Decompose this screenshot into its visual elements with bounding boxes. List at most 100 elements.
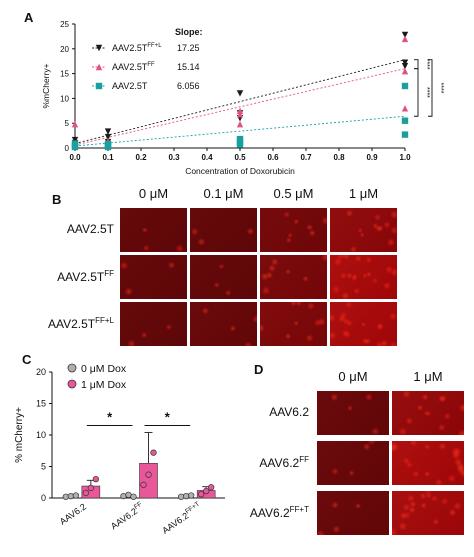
- x-tick-label: 0.6: [267, 153, 279, 162]
- legend-slope-1: 15.14: [177, 62, 200, 72]
- y-tick-label: 5: [41, 462, 46, 472]
- y-tick-label: 10: [36, 430, 46, 440]
- data-point-series-1: [236, 111, 244, 118]
- data-point-series-2: [104, 140, 112, 148]
- dot-1-2: [208, 484, 215, 491]
- micrograph-tile: [260, 208, 327, 252]
- x-tick-label: 0.3: [168, 153, 180, 162]
- y-tick-label: 5: [65, 119, 70, 128]
- y-tick-label: 0: [65, 144, 70, 153]
- legend-entry-0: AAV2.5TFF+L: [112, 43, 162, 53]
- dot-1-2: [203, 487, 210, 495]
- legend-marker-2: [95, 82, 103, 90]
- data-point-series-2: [401, 131, 409, 138]
- panel-d-row-label-2: AAV6.2FF+T: [230, 505, 309, 520]
- dot-1-0: [87, 484, 94, 492]
- micrograph-tile: [392, 441, 464, 485]
- significance-bracket-0: [414, 59, 419, 70]
- panel-d-row-label-0: AAV6.2: [230, 405, 309, 419]
- fit-line-1: [74, 68, 406, 146]
- x-tick-label: 0.7: [300, 153, 312, 162]
- micrograph-tile: [190, 255, 257, 299]
- panel-letter-d: D: [254, 362, 264, 377]
- micrograph-tile: [330, 255, 397, 299]
- panel-letter-b: B: [52, 192, 62, 207]
- data-point-series-0: [104, 133, 112, 141]
- significance-label-0: ****: [423, 59, 430, 70]
- micrograph-tile: [120, 255, 187, 299]
- legend-slope-0: 17.25: [177, 43, 200, 53]
- fit-line-0: [74, 59, 406, 144]
- legend-marker-0: [95, 44, 103, 52]
- panel-d-column-header-0: 0 μM: [338, 369, 368, 384]
- dot-0-2: [188, 492, 195, 499]
- y-tick-label: 15: [36, 399, 46, 409]
- data-point-series-1: [236, 107, 244, 114]
- y-tick-label: 20: [60, 45, 69, 54]
- dot-1-0: [92, 475, 99, 483]
- data-point-series-0: [104, 128, 112, 135]
- y-axis-label: %mCherry+: [41, 63, 51, 108]
- significance-bracket-2: [428, 59, 433, 117]
- panel-d-image-grid: 0 μM 1 μM AAV6.2 AAV6.2FF AAV6.2FF+T: [230, 365, 474, 557]
- legend-entry-1: 1 μM Dox: [81, 379, 127, 391]
- row-label-sup: FF+T: [289, 505, 309, 514]
- micrograph-tile: [260, 255, 327, 299]
- micrograph-tile: [120, 208, 187, 252]
- micrograph-tile: [190, 302, 257, 346]
- significance-bracket-1: [414, 68, 419, 117]
- row-label-sup: FF: [104, 269, 114, 278]
- data-point-series-1: [71, 120, 79, 128]
- legend-entry-0: 0 μM Dox: [81, 363, 127, 375]
- data-point-series-2: [71, 140, 79, 147]
- data-point-series-1: [401, 67, 409, 75]
- panel-b-image-grid: 0 μM 0.1 μM 0.5 μM 1 μM AAV2.5T AAV2.5TFF AAV2…: [0, 180, 474, 355]
- data-point-series-2: [401, 117, 409, 124]
- row-label-base: AAV2.5T: [47, 317, 96, 331]
- dot-1-1: [140, 481, 147, 488]
- x-category-label-1: AAV6.2FF: [108, 501, 145, 532]
- micrograph-tile: [190, 208, 257, 252]
- micrograph-tile: [392, 391, 464, 435]
- x-category-label-0: AAV6.2: [58, 501, 88, 526]
- x-tick-label: 0.8: [333, 153, 345, 162]
- row-label-base: AAV6.2: [259, 456, 300, 470]
- x-tick-label: 1.0: [399, 153, 411, 162]
- dot-1-2: [198, 491, 205, 498]
- panel-b-column-header-1: 0.1 μM: [203, 186, 244, 201]
- panel-b-column-header-2: 0.5 μM: [273, 186, 314, 201]
- micrograph-tile: [120, 302, 187, 346]
- significance-label-1: *: [165, 410, 171, 425]
- data-point-series-0: [71, 136, 79, 144]
- panel-b-row-label-2: AAV2.5TFF+L: [0, 316, 114, 331]
- data-point-series-2: [236, 135, 244, 143]
- dot-0-1: [130, 493, 137, 500]
- row-label-base: AAV6.2: [269, 405, 309, 419]
- panel-d-row-label-1: AAV6.2FF: [230, 455, 309, 470]
- micrograph-tile: [317, 391, 389, 435]
- panel-b-column-header-3: 1 μM: [348, 186, 379, 201]
- x-tick-label: 0.4: [201, 153, 213, 162]
- row-label-base: AAV2.5T: [66, 222, 114, 236]
- x-axis-label: Concentration of Doxorubicin: [185, 166, 295, 176]
- panel-letter-a: A: [24, 10, 34, 25]
- fit-line-2: [74, 115, 406, 147]
- panel-d-column-header-1: 1 μM: [413, 369, 443, 384]
- dot-1-0: [82, 489, 89, 497]
- data-point-series-0: [401, 31, 409, 39]
- panel-a-line-chart: 0 5 10 15 20 25 0.0 0.1 0.2 0.3 0.4 0.5 0.6 0.7 0.8 0.9…: [41, 20, 444, 176]
- y-tick-label: 20: [36, 367, 46, 377]
- data-point-series-2: [401, 82, 409, 90]
- y-tick-label: 0: [41, 493, 46, 503]
- dot-0-0: [72, 492, 79, 499]
- row-label-base: AAV2.5T: [57, 270, 105, 284]
- micrograph-tile: [330, 302, 397, 346]
- x-tick-label: 0.0: [69, 153, 81, 162]
- dot-1-1: [150, 449, 157, 456]
- legend-entry-1: AAV2.5TFF: [112, 62, 155, 72]
- legend-marker-1: [95, 63, 103, 71]
- significance-label-1: ****: [423, 87, 430, 98]
- data-point-series-1: [236, 120, 244, 128]
- panel-b-row-label-0: AAV2.5T: [0, 222, 114, 236]
- legend-slope-2: 6.056: [177, 81, 200, 91]
